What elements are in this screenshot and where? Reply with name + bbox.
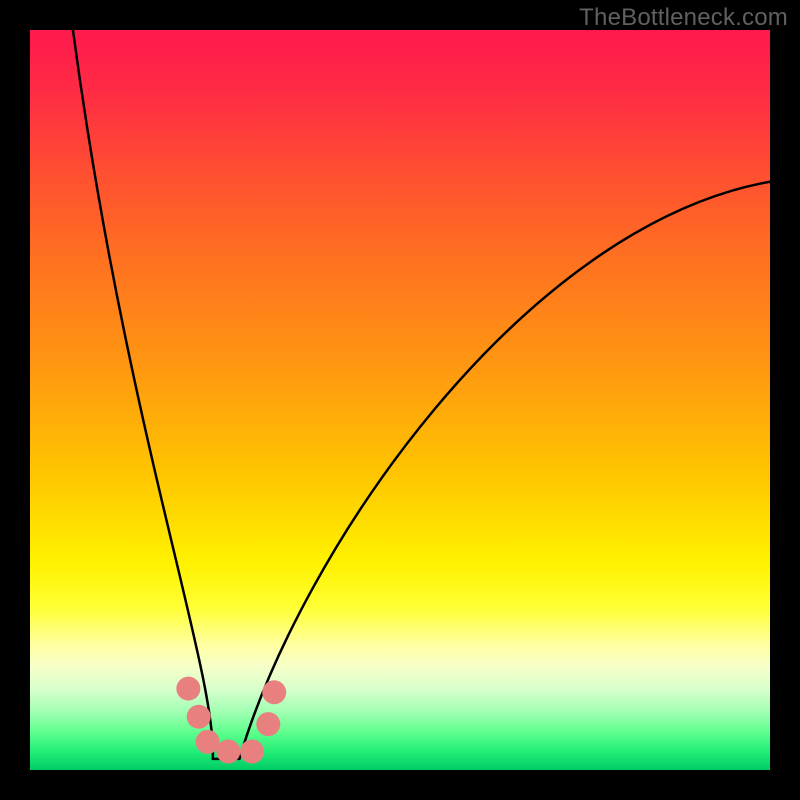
marker-point (176, 677, 200, 701)
plot-area (30, 30, 770, 770)
marker-point (196, 730, 220, 754)
marker-point (256, 712, 280, 736)
chart-outer: TheBottleneck.com (0, 0, 800, 800)
marker-point (187, 705, 211, 729)
marker-point (240, 740, 264, 764)
gradient-background (30, 30, 770, 770)
marker-point (216, 740, 240, 764)
watermark-text: TheBottleneck.com (579, 4, 788, 32)
marker-point (262, 680, 286, 704)
